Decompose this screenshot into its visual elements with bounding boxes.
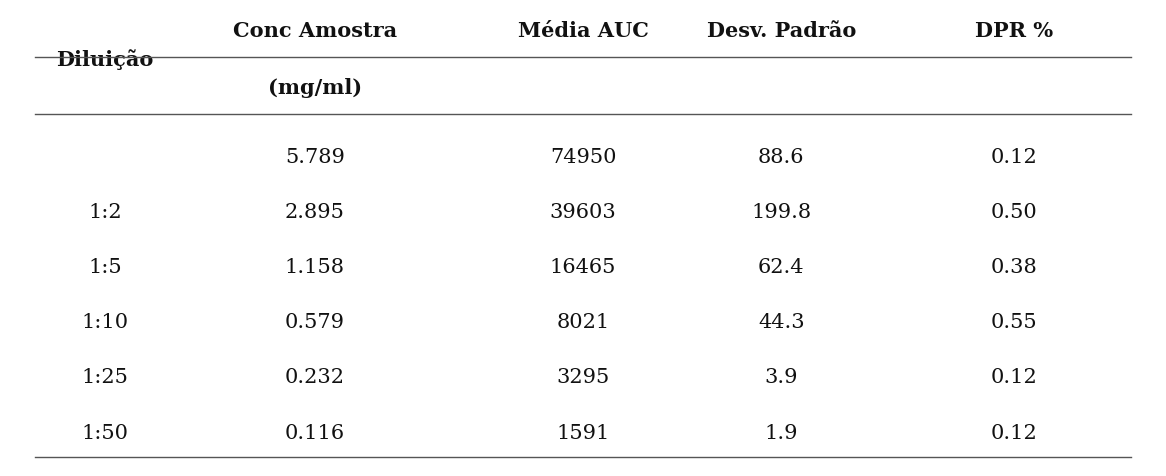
Text: 0.50: 0.50 (991, 203, 1038, 222)
Text: 0.232: 0.232 (285, 368, 345, 387)
Text: 2.895: 2.895 (285, 203, 345, 222)
Text: 16465: 16465 (550, 258, 616, 277)
Text: Conc Amostra: Conc Amostra (233, 21, 396, 41)
Text: 88.6: 88.6 (758, 148, 805, 167)
Text: 0.38: 0.38 (991, 258, 1038, 277)
Text: 74950: 74950 (549, 148, 617, 167)
Text: 0.12: 0.12 (991, 424, 1038, 443)
Text: 39603: 39603 (549, 203, 617, 222)
Text: 3295: 3295 (556, 368, 610, 387)
Text: 1591: 1591 (556, 424, 610, 443)
Text: 0.12: 0.12 (991, 368, 1038, 387)
Text: Desv. Padrão: Desv. Padrão (707, 21, 856, 41)
Text: 1:50: 1:50 (82, 424, 128, 443)
Text: 3.9: 3.9 (765, 368, 798, 387)
Text: Média AUC: Média AUC (518, 21, 648, 41)
Text: Diluição: Diluição (56, 49, 154, 70)
Text: 1:5: 1:5 (89, 258, 121, 277)
Text: 0.55: 0.55 (991, 313, 1038, 332)
Text: 44.3: 44.3 (758, 313, 805, 332)
Text: 0.116: 0.116 (285, 424, 345, 443)
Text: 0.579: 0.579 (285, 313, 345, 332)
Text: 5.789: 5.789 (285, 148, 345, 167)
Text: 8021: 8021 (556, 313, 610, 332)
Text: 1:2: 1:2 (89, 203, 121, 222)
Text: 62.4: 62.4 (758, 258, 805, 277)
Text: 1:10: 1:10 (82, 313, 128, 332)
Text: 1.9: 1.9 (765, 424, 798, 443)
Text: 1:25: 1:25 (82, 368, 128, 387)
Text: 1.158: 1.158 (285, 258, 345, 277)
Text: (mg/ml): (mg/ml) (268, 78, 361, 98)
Text: 0.12: 0.12 (991, 148, 1038, 167)
Text: DPR %: DPR % (975, 21, 1054, 41)
Text: 199.8: 199.8 (751, 203, 812, 222)
